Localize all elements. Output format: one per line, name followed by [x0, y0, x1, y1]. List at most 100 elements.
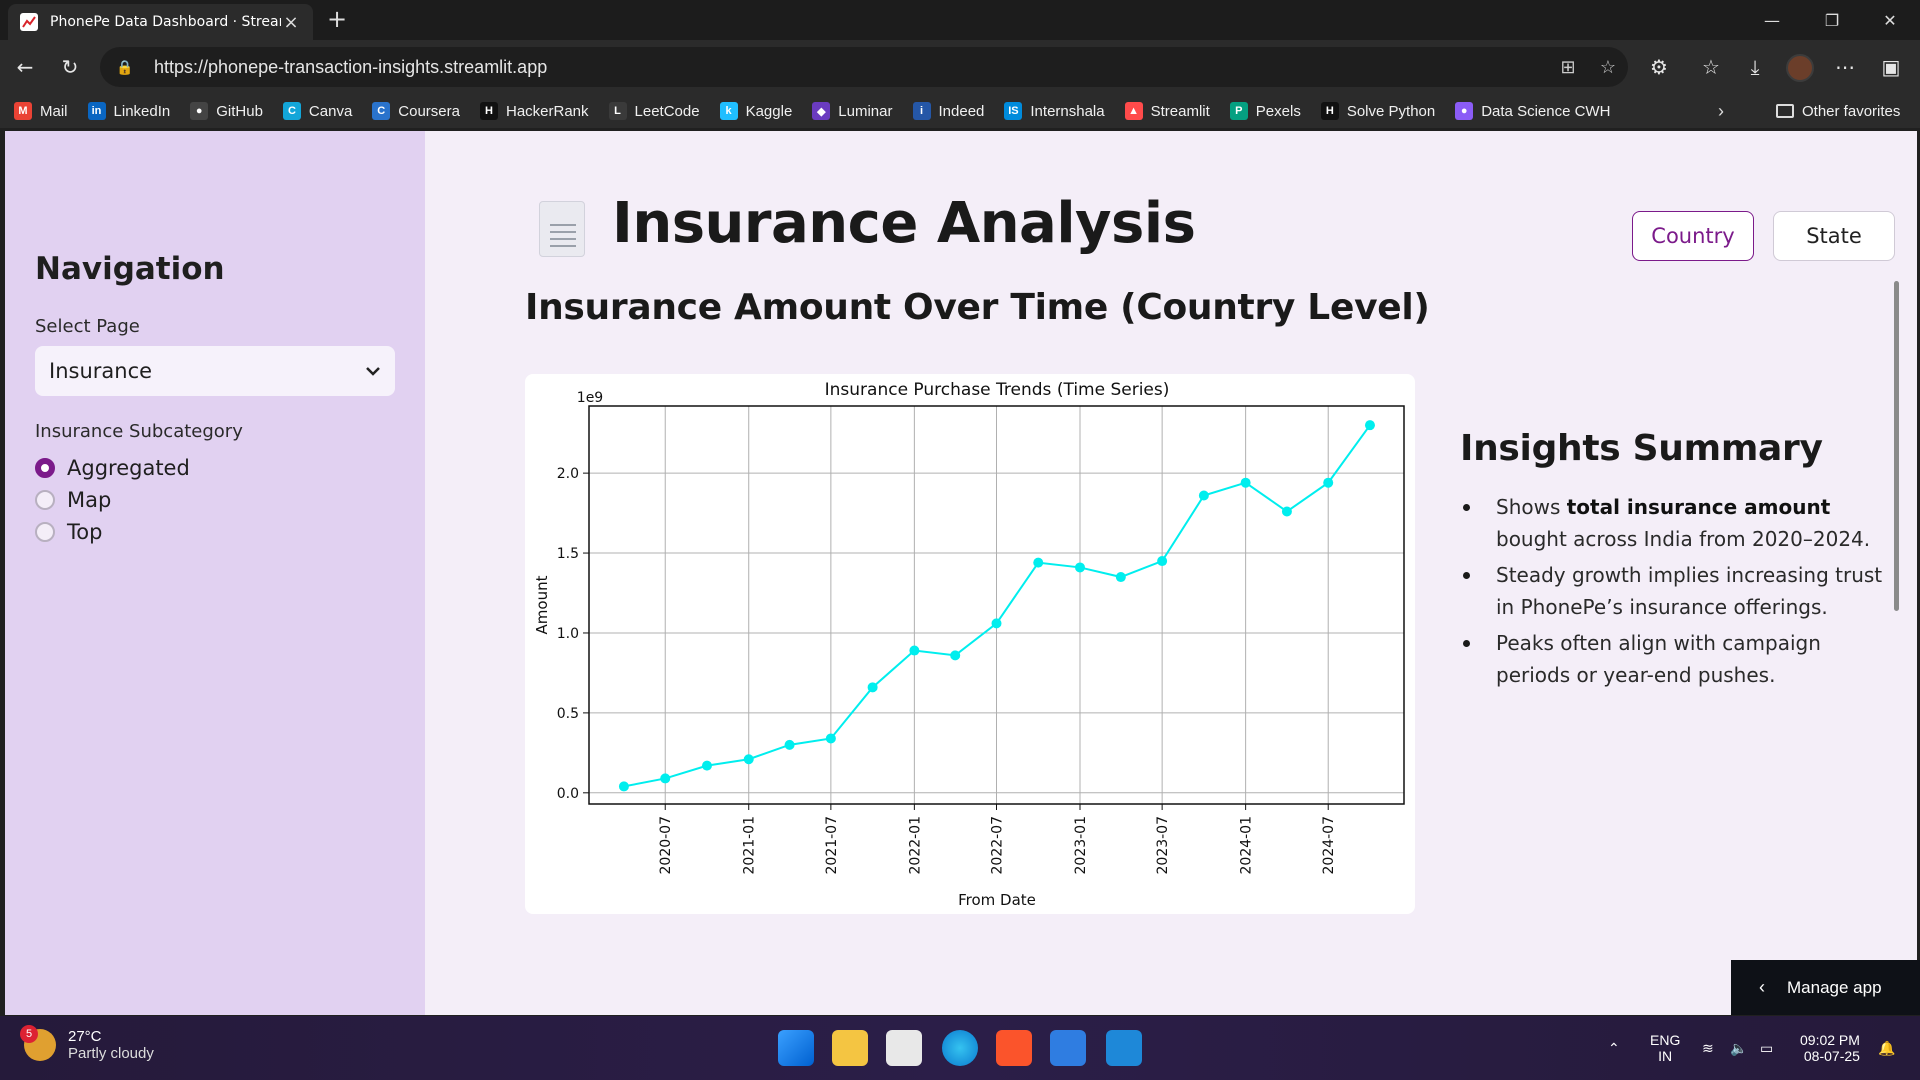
other-favorites[interactable]: Other favorites [1776, 94, 1900, 128]
todo-app-icon[interactable] [1050, 1030, 1086, 1066]
favorite-star-icon[interactable]: ☆ [1599, 56, 1617, 77]
downloads-icon[interactable]: ⤓ [1750, 55, 1760, 79]
close-window-icon[interactable]: ✕ [1883, 10, 1897, 30]
brave-browser-icon[interactable] [996, 1030, 1032, 1066]
y-tick-label: 0.0 [557, 786, 579, 802]
battery-icon[interactable]: ▭ [1760, 1039, 1774, 1056]
section-subtitle: Insurance Amount Over Time (Country Leve… [525, 287, 1430, 328]
streamlit-app: Navigation Select Page Insurance Insuran… [5, 131, 1917, 1015]
bookmark-label: Mail [40, 102, 68, 120]
site-info-icon[interactable]: 🔒 [116, 58, 134, 75]
lang-line-2: IN [1658, 1048, 1673, 1064]
x-tick-label: 2021-07 [824, 816, 840, 875]
extensions-icon[interactable]: ⚙ [1650, 55, 1668, 79]
sidebar: Navigation Select Page Insurance Insuran… [5, 131, 425, 1015]
clock[interactable]: 09:02 PM 08-07-25 [1800, 1016, 1860, 1080]
radio-unselected-icon[interactable] [35, 490, 55, 510]
store-icon[interactable] [886, 1030, 922, 1066]
windows-start-icon[interactable] [778, 1030, 814, 1066]
wifi-icon[interactable]: ≋ [1702, 1039, 1714, 1056]
plot-frame [588, 405, 1405, 805]
more-menu-icon[interactable]: ⋯ [1835, 55, 1855, 79]
chart-title: Insurance Purchase Trends (Time Series) [825, 380, 1170, 400]
bookmark-internshala[interactable]: IS Internshala [1004, 102, 1105, 120]
new-tab-button[interactable]: + [326, 5, 348, 33]
radio-label: Aggregated [67, 456, 190, 480]
url-text[interactable]: https://phonepe-transaction-insights.str… [154, 56, 548, 77]
bookmark-hackerrank[interactable]: H HackerRank [479, 102, 589, 120]
file-explorer-icon[interactable] [832, 1030, 868, 1066]
chart-favicon-icon [20, 13, 38, 31]
bookmark-kaggle[interactable]: k Kaggle [719, 102, 793, 120]
hackerrank-icon: H [1320, 102, 1339, 120]
vscode-icon[interactable] [1106, 1030, 1142, 1066]
bookmark-canva[interactable]: C Canva [282, 102, 352, 120]
x-tick-label: 2024-07 [1321, 816, 1337, 875]
bookmark-pexels[interactable]: P Pexels [1229, 102, 1301, 120]
bookmark-data-science-cwh[interactable]: ● Data Science CWH [1455, 102, 1610, 120]
sidebar-title: Navigation [35, 251, 225, 287]
insight-item: Steady growth implies increasing trust i… [1460, 559, 1900, 623]
bookmarks-bar: M Mail in LinkedIn ● GitHub C Canva C Coursera H Ha… [0, 94, 1920, 128]
weather-widget[interactable]: 5 27°C Partly cloudy [20, 1025, 154, 1062]
bookmark-leetcode[interactable]: L LeetCode [608, 102, 700, 120]
back-icon[interactable]: ← [16, 55, 34, 79]
data-point [618, 781, 629, 792]
bookmark-streamlit[interactable]: ▲ Streamlit [1124, 102, 1210, 120]
insights-summary: Insights Summary Shows total insurance a… [1460, 428, 1900, 695]
browser-tab-active[interactable]: PhonePe Data Dashboard · Stream × [8, 4, 313, 40]
volume-icon[interactable]: 🔈 [1730, 1039, 1748, 1056]
github-icon: ● [190, 102, 209, 120]
bookmark-label: Kaggle [745, 102, 793, 120]
bookmark-indeed[interactable]: i Indeed [912, 102, 984, 120]
favorites-icon[interactable]: ☆ [1702, 55, 1720, 79]
manage-app-label: Manage app [1787, 977, 1882, 997]
bookmark-solve-python[interactable]: H Solve Python [1320, 102, 1435, 120]
language-indicator[interactable]: ENG IN [1650, 1016, 1680, 1080]
bookmark-github[interactable]: ● GitHub [190, 102, 263, 120]
bookmark-mail[interactable]: M Mail [14, 102, 68, 120]
luminar-icon: ◆ [812, 102, 831, 120]
radio-aggregated[interactable]: Aggregated [35, 456, 190, 480]
address-bar[interactable]: 🔒 https://phonepe-transaction-insights.s… [100, 47, 1628, 87]
data-point [867, 682, 878, 693]
radio-unselected-icon[interactable] [35, 522, 55, 542]
bookmark-label: Internshala [1030, 102, 1105, 120]
scrollbar[interactable] [1894, 281, 1899, 611]
page-select[interactable]: Insurance [35, 346, 395, 396]
profile-avatar[interactable] [1786, 54, 1814, 82]
state-button[interactable]: State [1773, 211, 1895, 261]
bookmark-label: Streamlit [1150, 102, 1210, 120]
page-select-value: Insurance [49, 359, 153, 383]
bookmark-coursera[interactable]: C Coursera [372, 102, 460, 120]
radio-top[interactable]: Top [35, 520, 102, 544]
minimize-icon[interactable]: — [1764, 10, 1780, 30]
radio-map[interactable]: Map [35, 488, 111, 512]
bookmark-label: Pexels [1255, 102, 1301, 120]
bookmark-luminar[interactable]: ◆ Luminar [812, 102, 893, 120]
sidebar-toggle-icon[interactable]: ▣ [1881, 55, 1901, 79]
bookmark-linkedin[interactable]: in LinkedIn [87, 102, 171, 120]
bookmark-label: LinkedIn [113, 102, 171, 120]
browser-tab-strip: PhonePe Data Dashboard · Stream × + — ❐ … [0, 0, 1920, 40]
country-button[interactable]: Country [1632, 211, 1754, 261]
refresh-icon[interactable]: ↻ [61, 55, 79, 79]
streamlit-icon: ▲ [1124, 102, 1143, 120]
restore-icon[interactable]: ❐ [1824, 10, 1840, 30]
weather-badge: 5 [20, 1025, 38, 1043]
bookmark-label: HackerRank [505, 102, 589, 120]
notification-icon[interactable]: 🔔 [1878, 1039, 1896, 1056]
edge-browser-icon[interactable] [942, 1030, 978, 1066]
bookmarks-overflow-icon[interactable]: › [1718, 101, 1724, 121]
leetcode-icon: L [608, 102, 627, 120]
weather-desc: Partly cloudy [68, 1045, 154, 1062]
radio-selected-icon[interactable] [35, 458, 55, 478]
tray-overflow-icon[interactable]: ⌃ [1608, 1039, 1620, 1056]
app-available-icon[interactable]: ⊞ [1560, 56, 1576, 77]
tab-title: PhonePe Data Dashboard · Stream [50, 14, 281, 30]
manage-app-button[interactable]: ‹ Manage app [1731, 960, 1920, 1015]
bookmark-label: LeetCode [634, 102, 700, 120]
close-tab-icon[interactable]: × [283, 11, 299, 33]
data-point [1364, 420, 1375, 431]
bookmark-label: Coursera [398, 102, 460, 120]
